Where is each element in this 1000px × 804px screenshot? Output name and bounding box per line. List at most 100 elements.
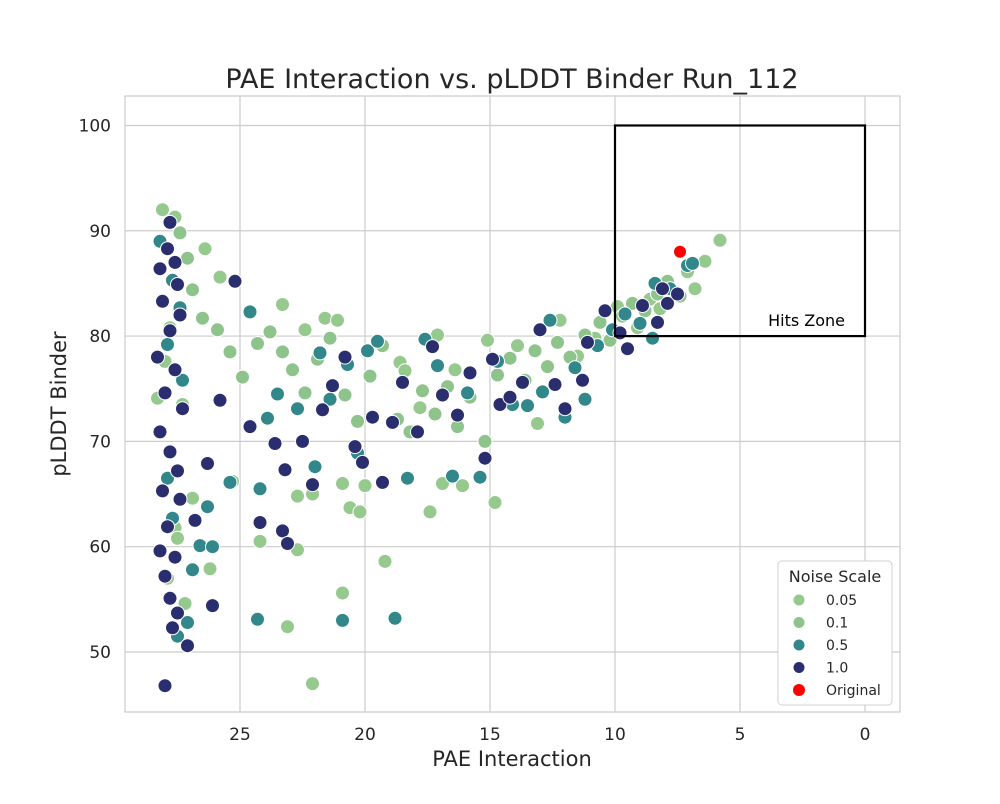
data-point bbox=[617, 306, 633, 322]
legend-label: Original bbox=[826, 683, 881, 699]
data-point bbox=[355, 454, 370, 470]
y-tick-label: 60 bbox=[89, 538, 111, 558]
legend-title: Noise Scale bbox=[789, 567, 882, 586]
data-point bbox=[365, 409, 380, 425]
data-point bbox=[170, 463, 185, 479]
data-point bbox=[687, 281, 703, 297]
data-point bbox=[550, 334, 565, 350]
data-point bbox=[387, 610, 403, 626]
legend-label: 0.5 bbox=[826, 638, 848, 654]
data-point bbox=[542, 312, 558, 328]
data-point bbox=[180, 638, 195, 654]
y-tick-label: 100 bbox=[79, 116, 111, 136]
data-point bbox=[277, 462, 293, 478]
data-point bbox=[197, 241, 213, 257]
data-point bbox=[530, 416, 545, 431]
data-point bbox=[162, 214, 178, 230]
data-point bbox=[270, 386, 285, 402]
data-point bbox=[455, 478, 470, 494]
data-point bbox=[157, 568, 173, 584]
original-point bbox=[674, 245, 686, 258]
x-tick-label: 0 bbox=[860, 725, 871, 745]
y-axis-label: pLDDT Binder bbox=[47, 331, 71, 477]
data-point bbox=[567, 360, 583, 376]
data-point bbox=[290, 488, 305, 504]
data-point bbox=[415, 383, 430, 399]
data-point bbox=[597, 303, 613, 319]
data-point bbox=[162, 590, 178, 606]
data-point bbox=[312, 345, 328, 361]
data-point bbox=[202, 561, 218, 577]
data-point bbox=[297, 322, 313, 338]
data-point bbox=[285, 362, 300, 378]
data-point bbox=[492, 397, 508, 412]
data-point bbox=[377, 553, 393, 569]
data-point bbox=[152, 543, 168, 559]
data-point bbox=[477, 450, 493, 466]
data-point bbox=[685, 255, 700, 271]
data-point bbox=[252, 533, 268, 549]
data-point bbox=[250, 611, 265, 627]
data-point bbox=[235, 369, 250, 385]
data-point bbox=[435, 387, 450, 403]
data-point bbox=[160, 241, 175, 257]
data-point bbox=[370, 333, 385, 349]
data-point bbox=[352, 504, 368, 520]
data-point bbox=[155, 483, 170, 499]
data-point bbox=[222, 344, 238, 360]
data-point bbox=[275, 297, 290, 312]
legend: Noise Scale 0.05 0.1 0.5 1.0 Original bbox=[777, 560, 893, 706]
data-point bbox=[157, 385, 173, 401]
data-point bbox=[227, 273, 243, 289]
data-point bbox=[357, 478, 373, 494]
legend-marker bbox=[793, 617, 805, 628]
data-point bbox=[152, 424, 168, 440]
data-point bbox=[410, 424, 425, 440]
data-point bbox=[172, 307, 188, 323]
data-point bbox=[275, 523, 290, 539]
data-point bbox=[305, 676, 320, 692]
data-point bbox=[510, 338, 525, 354]
data-point bbox=[325, 378, 340, 394]
data-point bbox=[350, 413, 365, 429]
y-tick-label: 50 bbox=[89, 643, 111, 663]
data-point bbox=[170, 530, 185, 546]
data-point bbox=[477, 433, 493, 449]
data-point bbox=[280, 619, 295, 635]
data-point bbox=[575, 372, 590, 388]
y-tick-label: 90 bbox=[89, 222, 111, 242]
data-point bbox=[222, 474, 238, 490]
data-point bbox=[620, 341, 635, 357]
data-point bbox=[322, 330, 338, 346]
data-point bbox=[385, 414, 400, 430]
x-axis-label: PAE Interaction bbox=[432, 747, 592, 771]
legend-label: 0.1 bbox=[826, 616, 848, 632]
data-point bbox=[192, 538, 208, 554]
legend-marker bbox=[793, 594, 805, 606]
data-point bbox=[660, 295, 675, 311]
data-point bbox=[155, 202, 170, 218]
data-point bbox=[375, 474, 390, 490]
data-point bbox=[412, 400, 428, 416]
data-point bbox=[212, 392, 228, 408]
data-point bbox=[487, 495, 503, 510]
data-point bbox=[335, 476, 350, 491]
data-point bbox=[160, 337, 175, 352]
data-point bbox=[315, 402, 330, 418]
chart-title: PAE Interaction vs. pLDDT Binder Run_112 bbox=[225, 64, 798, 95]
data-point bbox=[460, 385, 475, 401]
data-point bbox=[535, 384, 550, 400]
data-point bbox=[502, 389, 518, 405]
y-tick-label: 80 bbox=[89, 327, 111, 347]
data-point bbox=[297, 385, 313, 401]
data-point bbox=[577, 391, 593, 407]
hits-zone: Hits Zone bbox=[613, 124, 867, 338]
data-point bbox=[347, 439, 363, 455]
x-tick-label: 15 bbox=[479, 725, 501, 745]
data-point bbox=[165, 620, 180, 636]
data-point bbox=[185, 490, 200, 506]
y-tick-label: 70 bbox=[89, 432, 111, 452]
data-point bbox=[172, 225, 188, 241]
data-point bbox=[200, 456, 215, 471]
